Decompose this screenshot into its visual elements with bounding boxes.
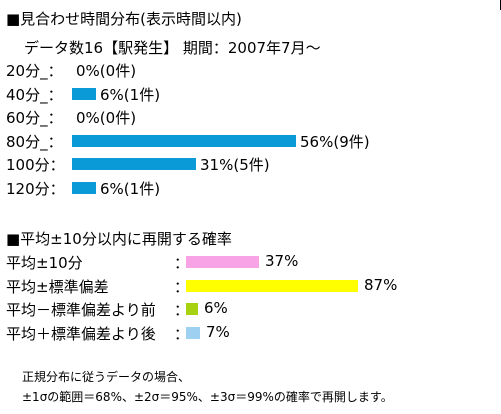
separator: ：: [174, 324, 190, 343]
footer-note-line2: ±1σの範囲＝68%、±2σ＝95%、±3σ＝99%の確率で再開します。: [22, 390, 393, 404]
category-label: 20分_：: [6, 62, 63, 80]
value-label: 6%(1件): [100, 179, 161, 198]
category-label: 120分：: [6, 179, 65, 198]
section2-title: ■平均±10分以内に再開する確率: [6, 230, 232, 248]
separator: ：: [174, 277, 190, 296]
category-label: 60分_：: [6, 109, 63, 127]
bar: [72, 181, 96, 194]
value-label: 6%(1件): [100, 85, 161, 104]
value-label: 87%: [364, 275, 398, 294]
bar: [186, 279, 358, 292]
bar: [72, 134, 296, 147]
footer-note-line1: 正規分布に従うデータの場合、: [22, 370, 191, 384]
separator: ：: [174, 301, 190, 319]
category-label: 80分_：: [6, 132, 63, 151]
value-label: 31%(5件): [200, 156, 270, 174]
bar: [72, 158, 196, 170]
section1-title: ■見合わせ時間分布(表示時間以内): [6, 10, 242, 28]
category-label: 平均±10分: [6, 254, 83, 272]
category-label: 平均－標準偏差より前: [6, 301, 156, 319]
value-label: 7%: [206, 322, 230, 341]
bar: [186, 326, 200, 339]
category-label: 平均＋標準偏差より後: [6, 324, 156, 343]
bar: [186, 303, 198, 315]
bar: [186, 256, 259, 268]
category-label: 平均±標準偏差: [6, 277, 109, 296]
separator: ：: [174, 254, 190, 272]
value-label: 56%(9件): [300, 132, 370, 151]
value-label: 6%: [204, 299, 228, 317]
value-label: 0%(0件): [76, 109, 137, 127]
category-label: 100分：: [6, 156, 65, 174]
section1-subtitle: データ数16【駅発生】 期間：2007年7月～: [24, 39, 321, 57]
bar: [72, 87, 96, 100]
value-label: 37%: [265, 252, 299, 270]
value-label: 0%(0件): [76, 62, 137, 80]
category-label: 40分_：: [6, 85, 63, 104]
